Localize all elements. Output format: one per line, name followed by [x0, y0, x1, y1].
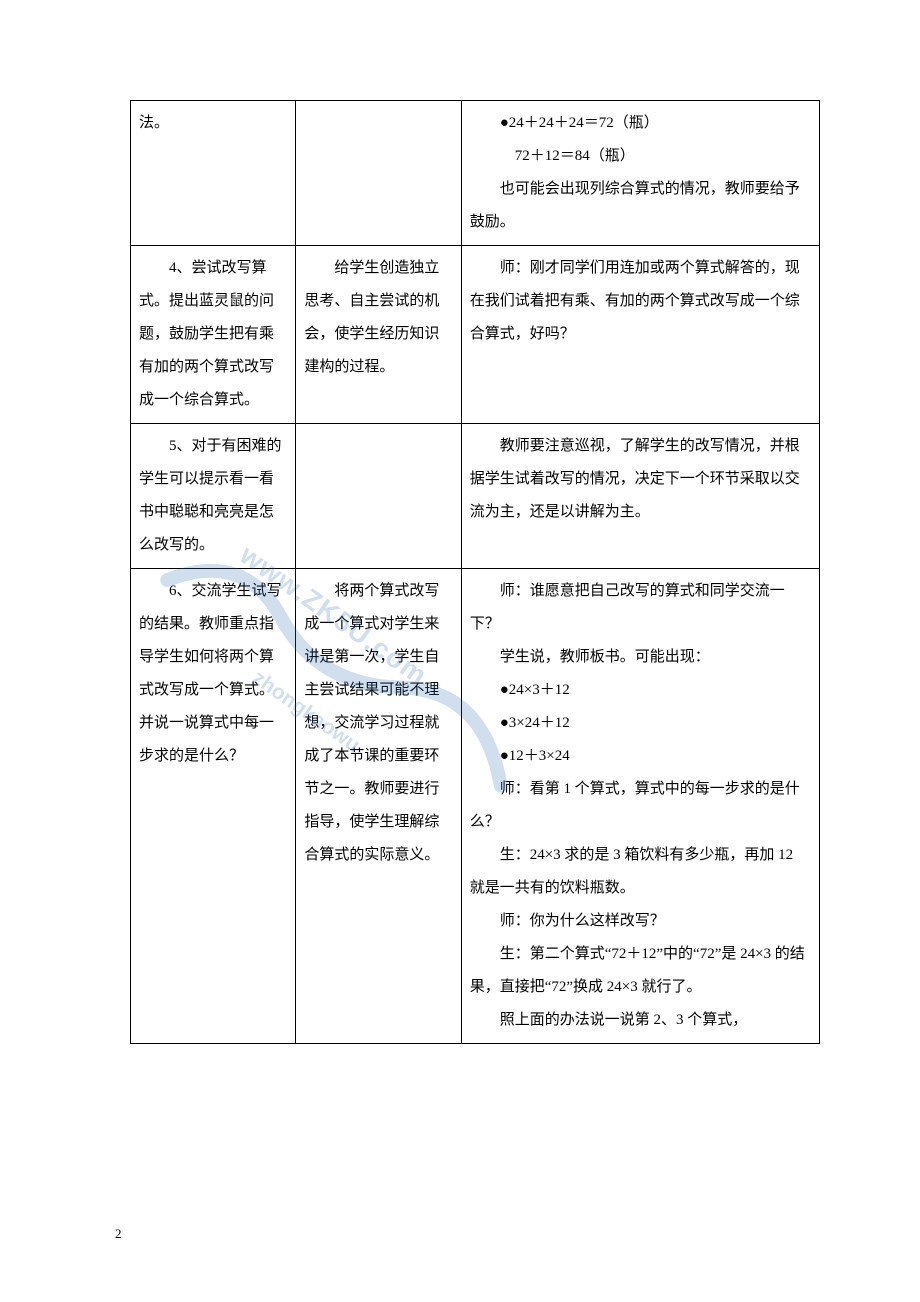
page-number: 2	[115, 1226, 122, 1242]
cell-text: 将两个算式改写成一个算式对学生来讲是第一次，学生自主尝试结果可能不理想，交流学习…	[304, 575, 452, 872]
cell-text: ●24＋24＋24＝72（瓶）	[470, 107, 811, 140]
cell-text: ●12＋3×24	[470, 740, 811, 773]
table-cell: 师：谁愿意把自己改写的算式和同学交流一下？学生说，教师板书。可能出现：●24×3…	[461, 569, 819, 1044]
table-cell: 将两个算式改写成一个算式对学生来讲是第一次，学生自主尝试结果可能不理想，交流学习…	[296, 569, 461, 1044]
cell-text: 生：24×3 求的是 3 箱饮料有多少瓶，再加 12 就是一共有的饮料瓶数。	[470, 839, 811, 905]
table-cell	[296, 101, 461, 246]
table-cell: 6、交流学生试写的结果。教师重点指导学生如何将两个算式改写成一个算式。并说一说算…	[131, 569, 296, 1044]
cell-text: 72＋12＝84（瓶）	[470, 140, 811, 173]
cell-text: 教师要注意巡视，了解学生的改写情况，并根据学生试着改写的情况，决定下一个环节采取…	[470, 430, 811, 529]
cell-text: 也可能会出现列综合算式的情况，教师要给予鼓励。	[470, 173, 811, 239]
cell-text: ●3×24＋12	[470, 707, 811, 740]
cell-text: 6、交流学生试写的结果。教师重点指导学生如何将两个算式改写成一个算式。并说一说算…	[139, 575, 287, 773]
table-cell: 师：刚才同学们用连加或两个算式解答的，现在我们试着把有乘、有加的两个算式改写成一…	[461, 246, 819, 424]
table-row: 法。 ●24＋24＋24＝72（瓶）72＋12＝84（瓶）也可能会出现列综合算式的…	[131, 101, 820, 246]
table-cell: 5、对于有困难的学生可以提示看一看书中聪聪和亮亮是怎么改写的。	[131, 424, 296, 569]
table-cell: 给学生创造独立思考、自主尝试的机会，使学生经历知识建构的过程。	[296, 246, 461, 424]
cell-text: 师：刚才同学们用连加或两个算式解答的，现在我们试着把有乘、有加的两个算式改写成一…	[470, 252, 811, 351]
table-cell: 教师要注意巡视，了解学生的改写情况，并根据学生试着改写的情况，决定下一个环节采取…	[461, 424, 819, 569]
cell-text: 给学生创造独立思考、自主尝试的机会，使学生经历知识建构的过程。	[304, 252, 452, 384]
table-cell: 法。	[131, 101, 296, 246]
cell-text: 法。	[139, 107, 287, 140]
table-row: 6、交流学生试写的结果。教师重点指导学生如何将两个算式改写成一个算式。并说一说算…	[131, 569, 820, 1044]
content-table: 法。 ●24＋24＋24＝72（瓶）72＋12＝84（瓶）也可能会出现列综合算式的…	[130, 100, 820, 1044]
document-page: www.ZK5U.com zhongkaowu 法。●24＋24＋24＝72（瓶…	[0, 0, 920, 1302]
table-cell: 4、尝试改写算式。提出蓝灵鼠的问题，鼓励学生把有乘有加的两个算式改写成一个综合算…	[131, 246, 296, 424]
cell-text: 照上面的办法说一说第 2、3 个算式，	[470, 1004, 811, 1037]
cell-text: 4、尝试改写算式。提出蓝灵鼠的问题，鼓励学生把有乘有加的两个算式改写成一个综合算…	[139, 252, 287, 417]
cell-text: 师：谁愿意把自己改写的算式和同学交流一下？	[470, 575, 811, 641]
cell-text: 5、对于有困难的学生可以提示看一看书中聪聪和亮亮是怎么改写的。	[139, 430, 287, 562]
table-cell: ●24＋24＋24＝72（瓶）72＋12＝84（瓶）也可能会出现列综合算式的情况…	[461, 101, 819, 246]
table-row: 5、对于有困难的学生可以提示看一看书中聪聪和亮亮是怎么改写的。 教师要注意巡视，了…	[131, 424, 820, 569]
cell-text: 师：看第 1 个算式，算式中的每一步求的是什么？	[470, 773, 811, 839]
cell-text: 师：你为什么这样改写？	[470, 905, 811, 938]
cell-text: 学生说，教师板书。可能出现：	[470, 641, 811, 674]
cell-text: ●24×3＋12	[470, 674, 811, 707]
cell-text: 生：第二个算式“72＋12”中的“72”是 24×3 的结果，直接把“72”换成…	[470, 938, 811, 1004]
table-cell	[296, 424, 461, 569]
table-row: 4、尝试改写算式。提出蓝灵鼠的问题，鼓励学生把有乘有加的两个算式改写成一个综合算…	[131, 246, 820, 424]
